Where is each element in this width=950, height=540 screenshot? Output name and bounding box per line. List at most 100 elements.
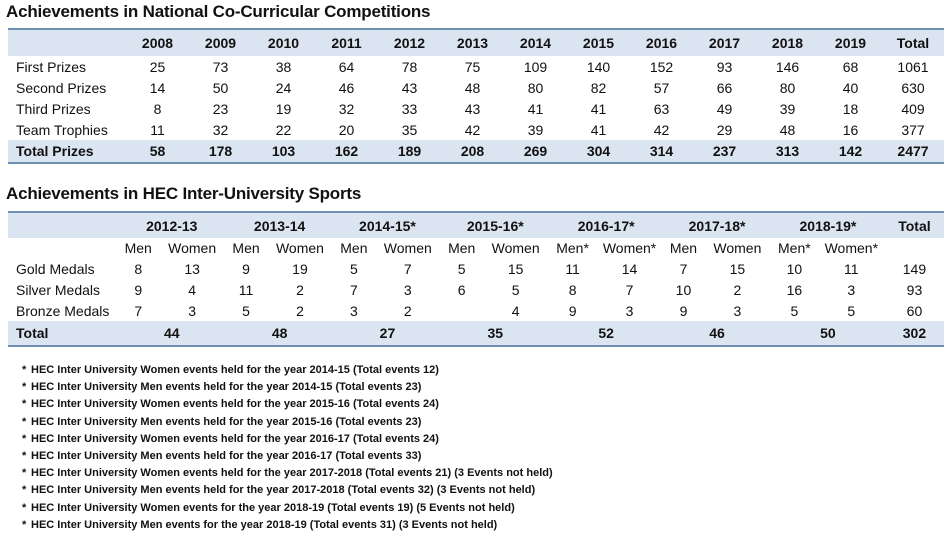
- table1-cell: 152: [649, 58, 674, 75]
- table2-cell: 3: [733, 302, 742, 319]
- footnote-text: HEC Inter University Men events held for…: [31, 484, 536, 497]
- table2-cell: 4: [188, 281, 197, 298]
- asterisk-icon: *: [22, 381, 27, 394]
- table1-total-cell: 142: [838, 143, 863, 159]
- table1-cell: 42: [653, 121, 670, 138]
- table1-col-header: Total: [896, 35, 930, 51]
- table2-cell: 2: [403, 302, 412, 319]
- table1-cell: 80: [527, 79, 544, 96]
- table1-cell: 80: [779, 79, 796, 96]
- table1-cell: 93: [716, 58, 733, 75]
- table2-cell: 5: [242, 302, 250, 319]
- table2-cell: 11: [238, 281, 254, 298]
- table2-total-row: Total 44 48 27 35 52 46 50 302: [8, 321, 944, 346]
- table2-subheader-row: Men Women Men Women Men Women Men Women …: [8, 238, 944, 258]
- footnote: * HEC Inter University Men events held fo…: [22, 482, 553, 499]
- table1-col-header: 2019: [834, 35, 867, 51]
- footnote-text: HEC Inter University Men events held for…: [31, 449, 422, 462]
- table1-col-header: 2017: [708, 35, 741, 51]
- table2-cell: 9: [242, 260, 250, 277]
- table1-total-cell: 162: [334, 143, 359, 159]
- footnote: * HEC Inter University Women events held …: [22, 362, 553, 379]
- table1-cell: 409: [901, 100, 925, 117]
- table2-total-cell: 52: [598, 325, 614, 341]
- table2-cell: [441, 300, 482, 321]
- table1-total-cell: 58: [149, 143, 166, 159]
- table2-year-header: 2017-18*: [688, 217, 746, 234]
- table2-cell: 8: [134, 260, 143, 277]
- table2-year-header: 2013-14: [253, 217, 306, 234]
- table1-cell: 140: [586, 58, 611, 75]
- footnote-text: HEC Inter University Men events held for…: [31, 381, 422, 394]
- table2-cell: 5: [511, 281, 520, 298]
- table2-total-label: Total: [16, 325, 49, 341]
- table1-cell: 18: [842, 100, 859, 117]
- table2-cell: 11: [844, 260, 859, 277]
- table2-total-cell: 46: [709, 325, 725, 341]
- table1-total-cell: 103: [271, 143, 296, 159]
- table2-title: Achievements in HEC Inter-University Spo…: [6, 184, 362, 203]
- table1-cell: 29: [716, 121, 733, 138]
- footnote-text: HEC Inter University Women events for th…: [31, 501, 515, 514]
- table2-row-label: Bronze Medals: [16, 302, 110, 319]
- table1-cell: 35: [401, 121, 418, 138]
- table2-cell: 6: [457, 281, 466, 298]
- table1-total-label: Total Prizes: [16, 143, 94, 159]
- table1-cell: 43: [464, 100, 481, 117]
- table2-cell: 19: [292, 260, 308, 277]
- footnote-text: HEC Inter University Women events held f…: [31, 398, 439, 411]
- table2-subheader-blank: [885, 238, 944, 258]
- table1-cell: 40: [842, 79, 859, 96]
- table1-total-cell: 304: [586, 143, 611, 159]
- table2-cell: 16: [786, 281, 803, 298]
- table1-cell: 48: [779, 121, 796, 138]
- table1-cell: 41: [590, 121, 607, 138]
- table1-cell: 39: [779, 100, 796, 117]
- table1-cell: 8: [153, 100, 162, 117]
- table2-row-label: Gold Medals: [16, 260, 95, 277]
- asterisk-icon: *: [22, 484, 27, 497]
- table1-col-header: 2013: [456, 35, 489, 51]
- footnote: * HEC Inter University Women events held …: [22, 431, 553, 448]
- table1-total-cell: 189: [397, 143, 422, 159]
- table1-col-header: 2018: [771, 35, 804, 51]
- table2-cell: 7: [349, 281, 358, 298]
- table1-total-cell: 269: [523, 143, 548, 159]
- table2-row-total: 93: [906, 281, 923, 298]
- co-curricular-table: 2008 2009 2010 2011 2012 2013 2014 2015 …: [8, 28, 944, 164]
- table1-row-label: Second Prizes: [16, 79, 107, 96]
- table2-year-header: 2018-19*: [799, 217, 857, 234]
- footnote-text: HEC Inter University Women events held f…: [31, 467, 553, 480]
- table2-cell: 5: [349, 260, 358, 277]
- table2-row-total: 149: [902, 260, 927, 277]
- table1-corner-cell: [8, 29, 126, 56]
- table2-subheader: Women: [275, 240, 324, 256]
- table2-cell: 10: [675, 281, 692, 298]
- table1-col-header: 2014: [519, 35, 552, 51]
- table1-cell: 49: [716, 100, 733, 117]
- table2-row-total: 60: [906, 302, 923, 319]
- table2-cell: 15: [507, 260, 524, 277]
- table1-col-header: 2016: [645, 35, 678, 51]
- table1-cell: 75: [464, 58, 481, 75]
- footnote: * HEC Inter University Men events held fo…: [22, 379, 553, 396]
- table1-cell: 109: [523, 58, 548, 75]
- table1-cell: 42: [464, 121, 481, 138]
- table2-cell: 11: [565, 260, 580, 277]
- table1-cell: 22: [275, 121, 292, 138]
- table1-cell: 46: [338, 79, 355, 96]
- table1-total-cell: 313: [775, 143, 800, 159]
- table1-cell: 11: [150, 121, 165, 138]
- table1-cell: 43: [401, 79, 418, 96]
- table2-corner-cell: [8, 212, 118, 238]
- table1-row: Third Prizes 8 23 19 32 33 43 41 41 63 49 39 18 409: [8, 98, 944, 119]
- table2-subheader: Men*: [778, 240, 811, 256]
- table2-row-label: Silver Medals: [16, 281, 101, 298]
- table2-total-cell: 48: [271, 325, 288, 341]
- table1-col-header: 2015: [582, 35, 615, 51]
- table2-cell: 3: [349, 302, 358, 319]
- asterisk-icon: *: [22, 432, 27, 445]
- table2-cell: 5: [457, 260, 466, 277]
- table2-subheader: Men*: [556, 240, 589, 256]
- table2-subheader: Men: [340, 240, 368, 256]
